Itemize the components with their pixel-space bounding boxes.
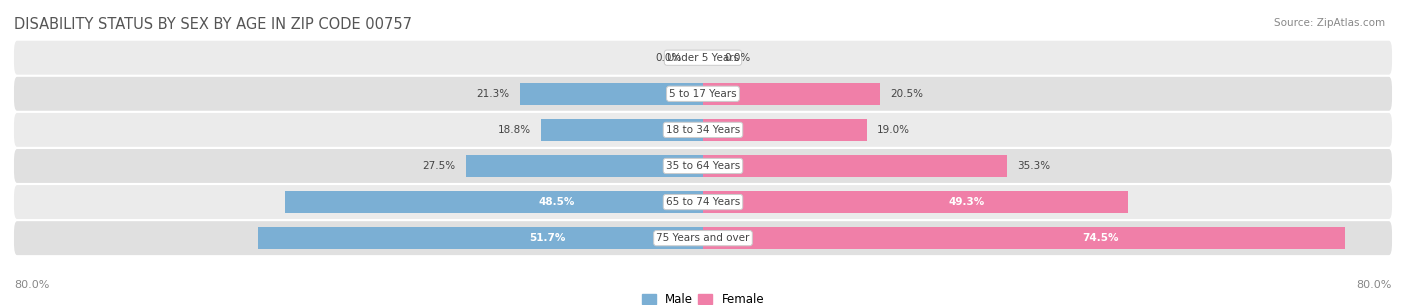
Text: 80.0%: 80.0% xyxy=(1357,280,1392,290)
FancyBboxPatch shape xyxy=(14,77,1392,111)
Text: Source: ZipAtlas.com: Source: ZipAtlas.com xyxy=(1274,18,1385,28)
Text: 80.0%: 80.0% xyxy=(14,280,49,290)
Text: Under 5 Years: Under 5 Years xyxy=(666,53,740,63)
Bar xyxy=(703,83,880,105)
Text: 21.3%: 21.3% xyxy=(477,89,509,99)
Text: 75 Years and over: 75 Years and over xyxy=(657,233,749,243)
Text: 18.8%: 18.8% xyxy=(498,125,531,135)
Text: 0.0%: 0.0% xyxy=(724,53,751,63)
Bar xyxy=(703,191,1128,213)
FancyBboxPatch shape xyxy=(14,41,1392,75)
Text: 35 to 64 Years: 35 to 64 Years xyxy=(666,161,740,171)
Text: 18 to 34 Years: 18 to 34 Years xyxy=(666,125,740,135)
Text: 0.0%: 0.0% xyxy=(655,53,682,63)
FancyBboxPatch shape xyxy=(14,149,1392,183)
Bar xyxy=(703,155,1007,177)
Bar xyxy=(467,155,703,177)
Bar xyxy=(541,119,703,141)
Bar xyxy=(703,227,1344,249)
Text: 48.5%: 48.5% xyxy=(538,197,575,207)
Legend: Male, Female: Male, Female xyxy=(637,289,769,305)
Text: 19.0%: 19.0% xyxy=(877,125,910,135)
Bar xyxy=(703,119,866,141)
Text: 20.5%: 20.5% xyxy=(890,89,922,99)
Text: DISABILITY STATUS BY SEX BY AGE IN ZIP CODE 00757: DISABILITY STATUS BY SEX BY AGE IN ZIP C… xyxy=(14,16,412,31)
Text: 65 to 74 Years: 65 to 74 Years xyxy=(666,197,740,207)
FancyBboxPatch shape xyxy=(14,185,1392,219)
Text: 49.3%: 49.3% xyxy=(948,197,984,207)
Text: 51.7%: 51.7% xyxy=(529,233,565,243)
FancyBboxPatch shape xyxy=(14,113,1392,147)
Text: 35.3%: 35.3% xyxy=(1018,161,1050,171)
Text: 27.5%: 27.5% xyxy=(423,161,456,171)
FancyBboxPatch shape xyxy=(14,221,1392,255)
Bar xyxy=(257,227,703,249)
Text: 5 to 17 Years: 5 to 17 Years xyxy=(669,89,737,99)
Text: 74.5%: 74.5% xyxy=(1083,233,1119,243)
Bar xyxy=(285,191,703,213)
Bar xyxy=(520,83,703,105)
